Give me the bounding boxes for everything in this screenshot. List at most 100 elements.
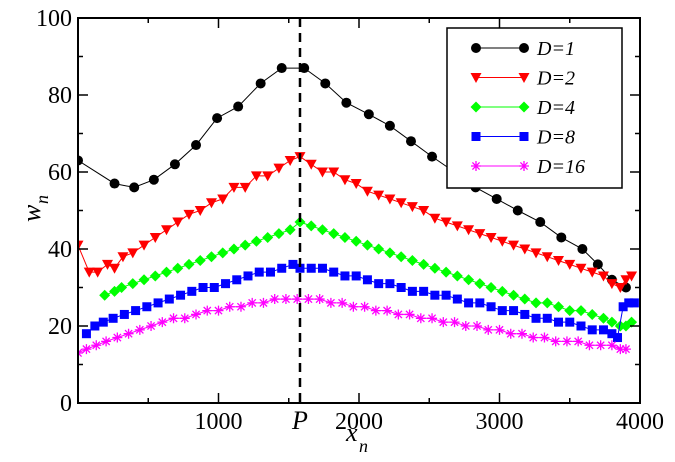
data-point-d-2 [161,225,173,236]
data-point-d-16 [494,324,505,335]
data-point-d-8 [187,286,197,296]
data-point-d-4 [217,247,229,259]
legend-label: D=1 [536,38,575,60]
data-point-d-1 [405,136,416,147]
data-point-d-1 [78,155,83,166]
data-point-d-16 [528,332,539,343]
data-point-d-2 [92,267,104,278]
data-point-d-4 [284,224,296,236]
data-point-d-4 [496,285,508,297]
data-point-d-2 [575,263,587,274]
data-point-d-4 [228,243,240,255]
data-point-d-4 [339,231,351,243]
data-point-d-4 [606,316,618,328]
data-point-d-16 [235,301,246,312]
data-point-d-8 [362,275,372,285]
data-point-d-16 [81,344,92,355]
data-point-d-1 [491,193,502,204]
data-point-d-8 [598,325,608,335]
data-point-d-8 [629,298,639,308]
data-point-d-16 [337,297,348,308]
data-point-d-16 [101,336,112,347]
y-tick-label: 100 [36,6,72,32]
data-point-d-16 [247,297,258,308]
y-tick-label: 0 [60,391,72,417]
data-point-d-16 [258,297,269,308]
data-point-d-4 [519,293,531,305]
data-point-d-8 [277,263,287,273]
data-point-d-16 [123,328,134,339]
data-point-d-8 [624,298,634,308]
data-point-d-4 [262,231,274,243]
legend-marker [471,43,481,53]
data-point-d-4 [451,270,463,282]
data-point-d-4 [373,243,385,255]
data-point-d-2 [440,217,452,228]
data-point-d-2 [109,263,121,274]
data-point-d-2 [138,240,150,251]
legend-marker [519,43,529,53]
data-point-d-8 [618,302,628,312]
data-point-d-2 [485,232,497,243]
data-point-d-16 [382,305,393,316]
data-point-d-16 [303,294,314,305]
data-point-d-4 [161,266,173,278]
data-point-d-8 [98,317,108,327]
data-point-d-8 [209,283,219,292]
data-point-d-8 [576,321,586,331]
legend-label: D=8 [536,127,575,149]
data-point-d-8 [232,275,242,285]
data-point-d-2 [284,155,296,166]
data-point-d-4 [564,305,576,317]
legend: D=1 D=2 D=4 D=8 D=16 [446,27,623,189]
data-point-d-2 [606,279,618,290]
data-point-d-8 [613,333,623,343]
data-point-d-1 [592,259,603,270]
data-point-d-16 [427,313,438,324]
data-point-d-16 [472,321,483,331]
data-point-d-2 [205,198,217,209]
data-point-d-16 [112,332,123,343]
data-point-d-16 [449,317,460,328]
data-point-d-16 [179,313,190,324]
data-point-d-16 [483,324,494,335]
data-point-d-2 [228,182,240,193]
data-point-d-16 [615,344,626,355]
legend-marker [519,132,529,141]
data-point-d-16 [168,313,179,324]
data-point-d-8 [317,263,327,273]
data-point-d-4 [99,289,111,301]
data-point-d-1 [191,140,202,151]
data-point-d-2 [474,229,486,240]
data-point-d-8 [164,294,174,304]
data-point-d-2 [350,179,362,190]
data-point-d-16 [415,313,426,324]
data-point-d-4 [273,228,285,240]
data-point-d-8 [497,306,507,316]
data-point-d-16 [404,309,415,320]
data-point-d-4 [553,301,565,313]
data-point-d-2 [239,182,251,193]
data-point-d-2 [508,240,520,251]
data-point-d-1 [129,182,140,193]
data-point-d-16 [359,301,370,312]
legend-item-d-1: D=1 [471,38,575,60]
data-point-d-4 [508,289,520,301]
data-point-d-1 [299,63,310,74]
data-point-d-8 [385,279,395,289]
data-point-d-16 [584,340,595,351]
data-point-d-16 [573,336,584,347]
data-point-d-1 [427,151,438,162]
data-point-d-8 [131,306,141,316]
data-point-d-8 [607,329,617,339]
data-point-d-8 [254,267,264,277]
data-point-d-4 [384,247,396,259]
data-point-d-2 [172,217,184,228]
legend-label: D=16 [536,156,585,178]
data-point-d-16 [91,340,102,351]
data-point-d-2 [418,206,430,216]
data-point-d-16 [202,305,213,316]
axis-ticks: 1000 2000 3000 4000 0 20 40 60 80 100 [36,6,664,435]
y-axis-title: w n [17,195,52,222]
